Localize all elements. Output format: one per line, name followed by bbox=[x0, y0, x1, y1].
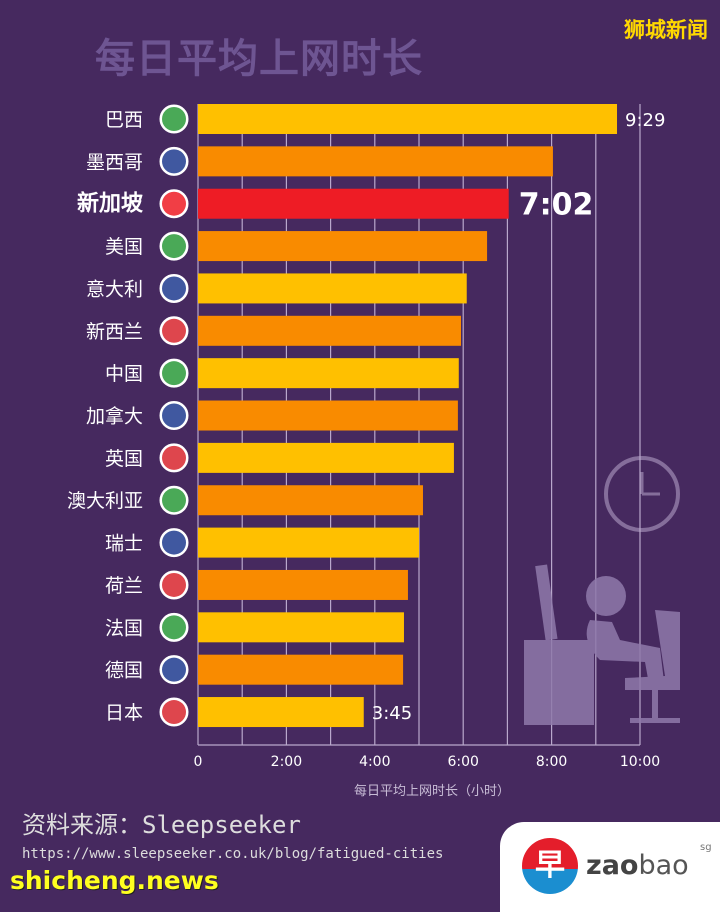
category-label: 日本 bbox=[105, 702, 143, 724]
china-flag-icon-fill bbox=[162, 361, 186, 386]
x-tick-label: 0 bbox=[194, 754, 203, 770]
x-tick-label: 2:00 bbox=[271, 754, 302, 770]
bars: 9:29 7:02 3:45 bbox=[198, 104, 665, 728]
category-label: 英国 bbox=[105, 448, 143, 470]
bar bbox=[198, 358, 459, 389]
zaobao-logo-text: zaobao bbox=[586, 850, 689, 882]
person-at-computer-icon bbox=[524, 564, 680, 725]
category-label: 中国 bbox=[105, 363, 143, 385]
clock-icon bbox=[604, 456, 680, 532]
category-label: 墨西哥 bbox=[86, 151, 143, 173]
category-label: 新加坡 bbox=[77, 191, 143, 217]
logo-bao: bao bbox=[638, 850, 689, 881]
data-label: 7:02 bbox=[519, 188, 594, 223]
x-axis-label: 每日平均上网时长（小时） bbox=[354, 783, 510, 799]
germany-flag-icon-fill bbox=[162, 657, 186, 682]
brand-label: 狮城新闻 bbox=[624, 18, 708, 42]
source-label: 资料来源：Sleepseeker bbox=[22, 811, 301, 839]
x-tick-label: 8:00 bbox=[536, 754, 567, 770]
bar bbox=[198, 400, 458, 431]
canada-flag-icon-fill bbox=[162, 403, 186, 428]
new-zealand-flag-icon-fill bbox=[162, 318, 186, 343]
category-label: 加拿大 bbox=[86, 405, 143, 428]
bar bbox=[198, 612, 404, 643]
italy-flag-icon-fill bbox=[162, 276, 186, 301]
category-label: 德国 bbox=[105, 660, 143, 682]
source-url[interactable]: https://www.sleepseeker.co.uk/blog/fatig… bbox=[22, 846, 444, 862]
bar bbox=[198, 485, 423, 516]
x-tick-label: 4:00 bbox=[359, 754, 390, 770]
bar bbox=[198, 442, 454, 473]
logo-sg: sg bbox=[700, 842, 712, 853]
data-label: 3:45 bbox=[372, 703, 412, 724]
netherlands-flag-icon-fill bbox=[162, 572, 186, 597]
category-label: 瑞士 bbox=[105, 533, 143, 555]
category-label: 荷兰 bbox=[105, 575, 143, 597]
brazil-flag-icon-fill bbox=[162, 107, 186, 131]
watermark: shicheng.news bbox=[10, 866, 219, 895]
zaobao-logo-mark: 早 bbox=[522, 838, 578, 894]
bar bbox=[198, 315, 461, 346]
bar bbox=[198, 273, 467, 304]
australia-flag-icon-fill bbox=[162, 488, 186, 513]
usa-flag-icon-fill bbox=[162, 234, 186, 259]
mexico-flag-icon-fill bbox=[162, 149, 186, 174]
france-flag-icon-fill bbox=[162, 615, 186, 640]
category-label: 美国 bbox=[105, 236, 143, 258]
category-label: 意大利 bbox=[86, 278, 143, 300]
category-label: 法国 bbox=[105, 617, 143, 639]
x-tick-label: 10:00 bbox=[620, 754, 660, 770]
x-tick-label: 6:00 bbox=[447, 754, 478, 770]
bar-chart: 9:29 7:02 3:45 巴西墨西哥新加坡美国意大利新西兰中国加拿大英国澳大利亚… bbox=[67, 104, 680, 799]
category-label: 新西兰 bbox=[86, 321, 143, 343]
japan-flag-icon-fill bbox=[162, 700, 186, 725]
data-label: 9:29 bbox=[625, 110, 665, 131]
switzerland-flag-icon-fill bbox=[162, 530, 186, 555]
bar bbox=[198, 146, 553, 177]
bar bbox=[198, 569, 408, 600]
bar bbox=[198, 188, 509, 219]
logo-zao: zao bbox=[586, 850, 639, 881]
bar bbox=[198, 231, 488, 262]
bar bbox=[198, 654, 404, 685]
uk-flag-icon-fill bbox=[162, 445, 186, 470]
page-title: 每日平均上网时长 bbox=[95, 36, 423, 82]
category-label: 巴西 bbox=[105, 109, 143, 131]
bar bbox=[198, 527, 419, 558]
zaobao-logo: 早 zaobao sg bbox=[500, 822, 720, 912]
category-label: 澳大利亚 bbox=[67, 490, 143, 512]
x-tick-labels: 0 2:00 4:00 6:00 8:00 10:00 bbox=[194, 754, 661, 770]
singapore-flag-icon-fill bbox=[162, 191, 186, 216]
bar bbox=[198, 104, 618, 134]
bar bbox=[198, 697, 364, 728]
